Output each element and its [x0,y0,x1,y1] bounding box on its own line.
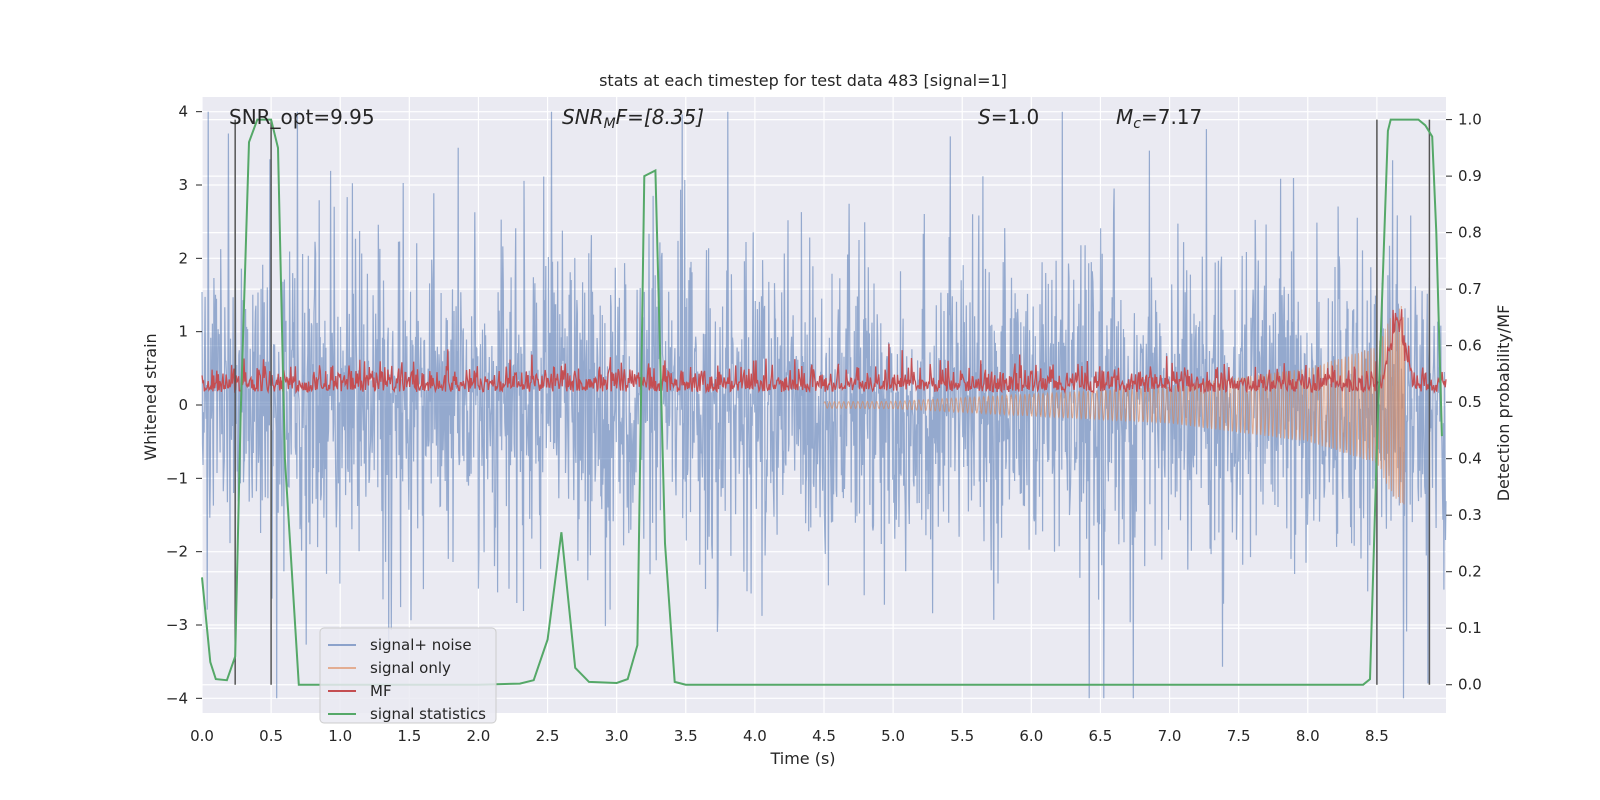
x-tick-label: 2.0 [467,727,491,745]
y2-tick-label: 1.0 [1458,111,1482,129]
legend-label: signal only [370,659,451,677]
y-tick-label: 1 [178,323,188,341]
x-tick-label: 5.0 [881,727,905,745]
y-tick-label: 2 [178,249,188,267]
signal-only-line [823,305,1405,505]
annotation-snr-opt: SNR_opt=9.95 [229,105,375,129]
y2-tick-label: 0.8 [1458,224,1482,242]
y2-tick-label: 0.2 [1458,563,1482,581]
y-tick-label: 4 [178,103,188,121]
x-tick-label: 3.0 [605,727,629,745]
annotation-s-value: =1.0 [991,105,1040,129]
x-tick-label: 6.0 [1019,727,1043,745]
annotation-mc-symbol: M [1116,105,1133,129]
y-tick-label: −2 [166,543,188,561]
annotation-snr-mf-value: F=[8.35] [616,105,704,129]
x-tick-label: 1.5 [397,727,421,745]
x-tick-label: 1.0 [328,727,352,745]
annotation-snr-mf-subscript: M [604,116,616,132]
x-tick-label: 5.5 [950,727,974,745]
legend-box [319,627,497,724]
y-tick-label: −3 [166,616,188,634]
x-tick-label: 7.0 [1158,727,1182,745]
x-tick-label: 0.5 [259,727,283,745]
x-tick-label: 0.0 [190,727,214,745]
legend: signal+ noise signal only MF signal statist… [319,627,497,724]
annotation-s-symbol: S [978,105,991,129]
y-tick-label: 3 [178,176,188,194]
x-tick-label: 7.5 [1227,727,1251,745]
y2-tick-label: 0.7 [1458,280,1482,298]
y2-axis-ticks: 1.0 0.9 0.8 0.7 0.6 0.5 0.4 0.3 0.2 0.1 0.0 [1446,111,1482,694]
series-signal-noise [201,111,1447,699]
y2-tick-label: 0.4 [1458,450,1482,468]
x-axis-ticks: 0.0 0.5 1.0 1.5 2.0 2.5 3.0 3.5 4.0 4.5 5.0 5.5 6.0 6… [190,727,1389,745]
y-tick-label: −1 [166,469,188,487]
x-tick-label: 2.5 [536,727,560,745]
series-signal-statistics [201,118,1443,686]
series-mf [201,309,1447,395]
y2-tick-label: 0.6 [1458,337,1482,355]
x-axis-label: Time (s) [769,749,835,768]
y2-tick-label: 0.1 [1458,619,1482,637]
legend-label: MF [370,682,392,700]
series-signal-only [823,305,1405,505]
x-tick-label: 8.0 [1296,727,1320,745]
chart-title: stats at each timestep for test data 483… [599,71,1007,90]
annotation-s: S=1.0 [978,105,1039,129]
y2-tick-label: 0.0 [1458,676,1482,694]
x-tick-label: 8.5 [1365,727,1389,745]
x-tick-label: 4.0 [743,727,767,745]
y2-tick-label: 0.5 [1458,393,1482,411]
y-axis-ticks: 4 3 2 1 0 −1 −2 −3 −4 [166,103,202,707]
annotation-mc-subscript: c [1133,116,1141,132]
y2-tick-label: 0.3 [1458,506,1482,524]
annotation-snr-mf: SNRMF=[8.35] [562,105,704,132]
y-axis-label: Whitened strain [141,333,160,460]
event-marker-lines [234,119,1431,685]
legend-label: signal+ noise [370,636,472,654]
y2-tick-label: 0.9 [1458,167,1482,185]
signal-noise-line [201,111,1447,699]
annotation-snr-mf-symbol: SNR [562,105,604,129]
y-tick-label: −4 [166,689,188,707]
annotation-mc: Mc=7.17 [1116,105,1202,132]
y-tick-label: 0 [178,396,188,414]
legend-label: signal statistics [370,705,486,723]
mf-line [201,309,1447,395]
x-tick-label: 3.5 [674,727,698,745]
annotation-mc-value: =7.17 [1141,105,1202,129]
x-tick-label: 4.5 [812,727,836,745]
signal-statistics-line [201,118,1443,686]
x-tick-label: 6.5 [1089,727,1113,745]
y2-axis-label: Detection probability/MF [1494,305,1513,502]
